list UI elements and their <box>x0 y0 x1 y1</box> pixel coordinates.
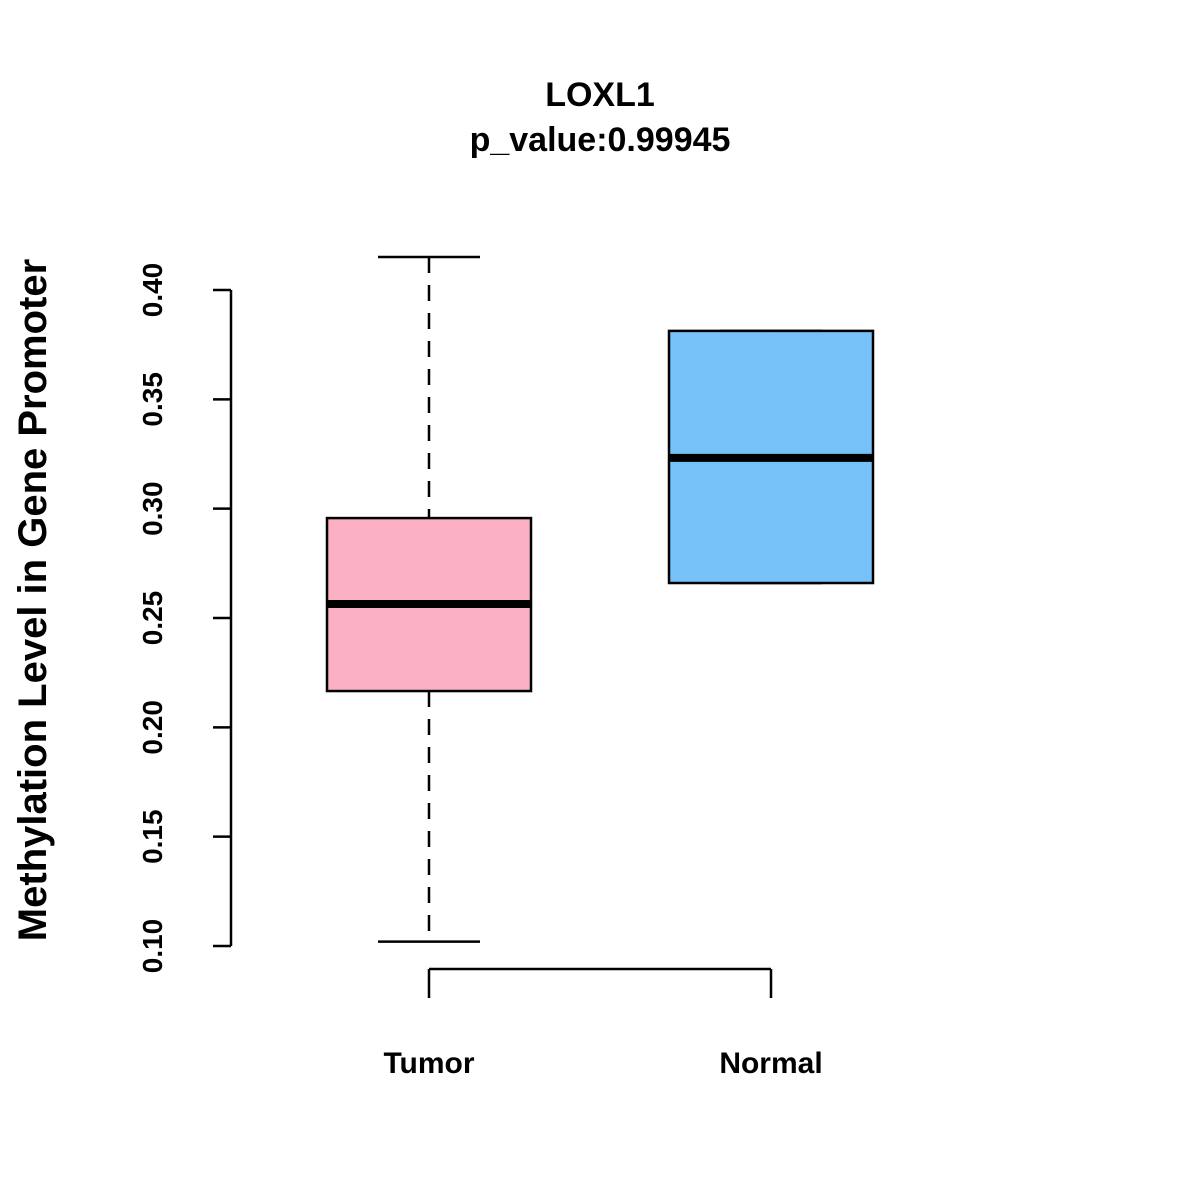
y-tick-label: 0.30 <box>137 481 168 535</box>
y-tick-label: 0.20 <box>137 700 168 755</box>
x-tick-label: Tumor <box>383 1047 474 1080</box>
x-axis: Tumor Normal <box>383 967 823 1080</box>
chart-title: LOXL1 <box>545 76 655 114</box>
chart-subtitle: p_value:0.99945 <box>470 121 731 159</box>
y-axis: 0.10 0.15 0.20 0.25 0.30 0.35 0.40 <box>137 263 233 974</box>
box-normal <box>667 329 875 585</box>
y-axis-label: Methylation Level in Gene Promoter <box>11 259 55 941</box>
y-tick-label: 0.15 <box>137 809 168 864</box>
x-tick-label: Normal <box>719 1047 822 1080</box>
boxes <box>325 255 875 943</box>
y-tick-label: 0.35 <box>137 372 168 427</box>
y-tick-label: 0.40 <box>137 263 168 318</box>
y-tick-label: 0.25 <box>137 591 168 646</box>
box-tumor <box>325 255 533 943</box>
y-tick-label: 0.10 <box>137 919 168 974</box>
